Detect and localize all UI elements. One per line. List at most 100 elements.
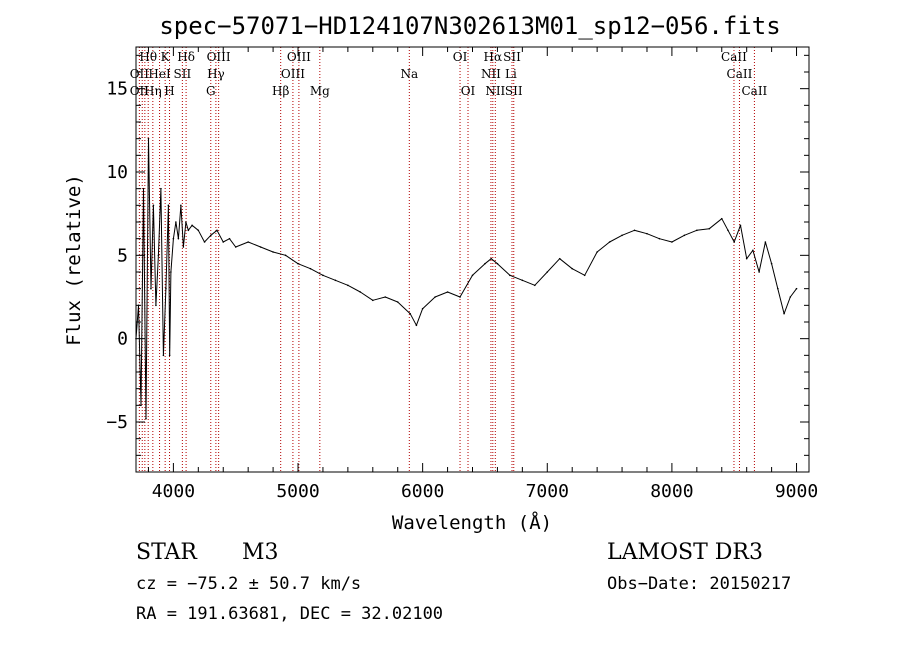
y-axis-ticks: −5 0 5 10 15 (106, 54, 809, 456)
emission-line-label: K (161, 50, 171, 64)
emission-line-label: CaII (741, 84, 767, 98)
spectrum-point (209, 234, 212, 237)
spectrum-point (347, 284, 349, 287)
x-tick-label: 9000 (775, 481, 818, 502)
emission-line-label: Hα (484, 50, 503, 64)
spectrum-point (752, 249, 754, 252)
emission-line-label: OIII (287, 50, 311, 64)
emission-line-label: SII (174, 67, 192, 81)
spectrum-point (168, 354, 171, 357)
y-tick-label: −5 (106, 412, 128, 433)
y-tick-label: 10 (106, 162, 128, 183)
spectrum-point (222, 241, 225, 243)
spectrum-point (284, 254, 287, 257)
spectrum-point (471, 274, 474, 277)
spectrum-point (145, 417, 147, 420)
emission-line-label: OI (461, 84, 476, 98)
emission-line-label: Hβ (272, 84, 289, 98)
spectrum-point (633, 229, 636, 232)
spectrum-point (777, 287, 779, 290)
spectrum-point (708, 227, 711, 230)
spectrum-point (509, 274, 511, 277)
spectrum-point (739, 224, 742, 227)
emission-line-label: OII (130, 84, 150, 98)
spectrum-series (135, 137, 798, 420)
spectrum-point (185, 221, 187, 223)
spectrum-point (322, 274, 324, 277)
y-tick-label: 5 (117, 245, 128, 266)
spectrum-point (359, 291, 362, 293)
emission-line-label: SII (503, 50, 521, 64)
emission-line-label: Li (505, 67, 517, 81)
spectrum-point (484, 262, 486, 265)
emission-line-label: OII (130, 67, 150, 81)
spectrum-point (384, 296, 387, 298)
x-axis-label: Wavelength (Å) (392, 511, 552, 534)
y-tick-label: 0 (117, 329, 128, 350)
spectrum-point (758, 271, 760, 273)
emission-line-label: G (206, 84, 216, 98)
spectrum-point (167, 204, 170, 207)
spectrum-point (415, 324, 418, 327)
spectrum-point (671, 241, 673, 243)
spectrum-point (150, 287, 152, 290)
observation-date: Obs−Date: 20150217 (607, 574, 791, 594)
spectrum-point (172, 237, 175, 240)
spectrum-point (696, 229, 698, 232)
spectrum-point (608, 241, 611, 243)
spectrum-point (147, 137, 150, 140)
emission-line-label: NII (481, 67, 501, 81)
object-class: STAR (136, 540, 198, 565)
emission-line-label: Mg (310, 84, 330, 98)
emission-line-label: OIII (281, 67, 305, 81)
spectrum-point (175, 221, 177, 223)
spectrum-point (434, 296, 436, 298)
spectrum-point (783, 312, 785, 315)
survey-name: LAMOST DR3 (607, 540, 763, 565)
x-tick-label: 6000 (401, 481, 444, 502)
y-tick-label: 15 (106, 79, 128, 100)
spectrum-point (409, 312, 411, 315)
coordinates: RA = 191.63681, DEC = 32.02100 (136, 604, 443, 624)
spectrum-point (571, 267, 574, 270)
spectrum-point (421, 307, 424, 310)
x-tick-label: 8000 (650, 481, 693, 502)
x-axis-ticks: 4000 5000 6000 7000 8000 9000 (147, 47, 818, 502)
emission-line-label: OI (453, 50, 468, 64)
spectrum-point (596, 251, 598, 253)
spectrum-point (272, 251, 274, 253)
spectrum-point (490, 257, 492, 260)
chart-title: spec−57071−HD124107N302613M01_sp12−056.f… (159, 12, 780, 40)
spectrum-point (216, 229, 218, 232)
spectrum-point (764, 241, 767, 243)
spectrum-point (203, 241, 206, 243)
spectrum-point (177, 237, 180, 240)
emission-line-label: Hθ (139, 50, 157, 64)
spectrum-point (396, 301, 399, 303)
x-tick-label: 5000 (276, 481, 319, 502)
spectrum-point (770, 262, 773, 265)
spectrum-point (197, 229, 200, 232)
spectrum-point (534, 284, 536, 287)
emission-line-label: HeI (148, 67, 171, 81)
spectrum-point (720, 217, 723, 220)
spectrum-point (152, 204, 155, 207)
x-tick-label: 4000 (152, 481, 195, 502)
emission-line-label: Hδ (177, 50, 195, 64)
spectrum-point (727, 229, 729, 232)
spectrum-point (309, 267, 312, 270)
spectrum-point (180, 204, 182, 207)
spectrum-point (182, 246, 185, 248)
emission-line-markers (138, 47, 755, 472)
spectrum-point (228, 237, 231, 240)
emission-line-label: OIII (207, 50, 231, 64)
spectrum-point (187, 229, 190, 232)
spectrum-point (658, 237, 661, 240)
spectrum-point (558, 257, 561, 260)
emission-line-label: NII (485, 84, 505, 98)
emission-line-label: Na (400, 67, 418, 81)
spectrum-point (160, 187, 162, 190)
spectrum-point (733, 241, 736, 243)
